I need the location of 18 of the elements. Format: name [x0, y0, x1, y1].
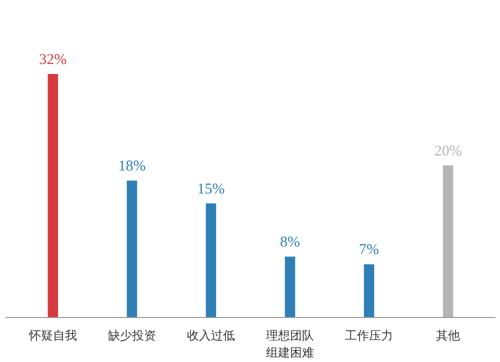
- data-label: 32%: [39, 52, 67, 68]
- bar: [206, 203, 216, 318]
- data-label: 15%: [197, 181, 225, 198]
- data-label: 7%: [359, 242, 380, 258]
- x-tick-label: 收入过低: [186, 328, 235, 342]
- bar: [284, 256, 296, 318]
- bar: [364, 264, 374, 318]
- bar: [126, 180, 138, 318]
- x-tick-label: 理想团队组建困难: [266, 328, 314, 360]
- x-tick-label: 其他: [436, 328, 460, 342]
- data-label: 8%: [280, 234, 300, 251]
- data-label: 18%: [118, 158, 146, 175]
- x-tick-label: 缺少投资: [108, 328, 156, 342]
- x-tick-label: 工作压力: [345, 328, 394, 342]
- data-label: 20%: [434, 143, 462, 160]
- x-tick-label: 怀疑自我: [28, 328, 77, 342]
- bar: [48, 74, 58, 318]
- bar: [442, 165, 454, 318]
